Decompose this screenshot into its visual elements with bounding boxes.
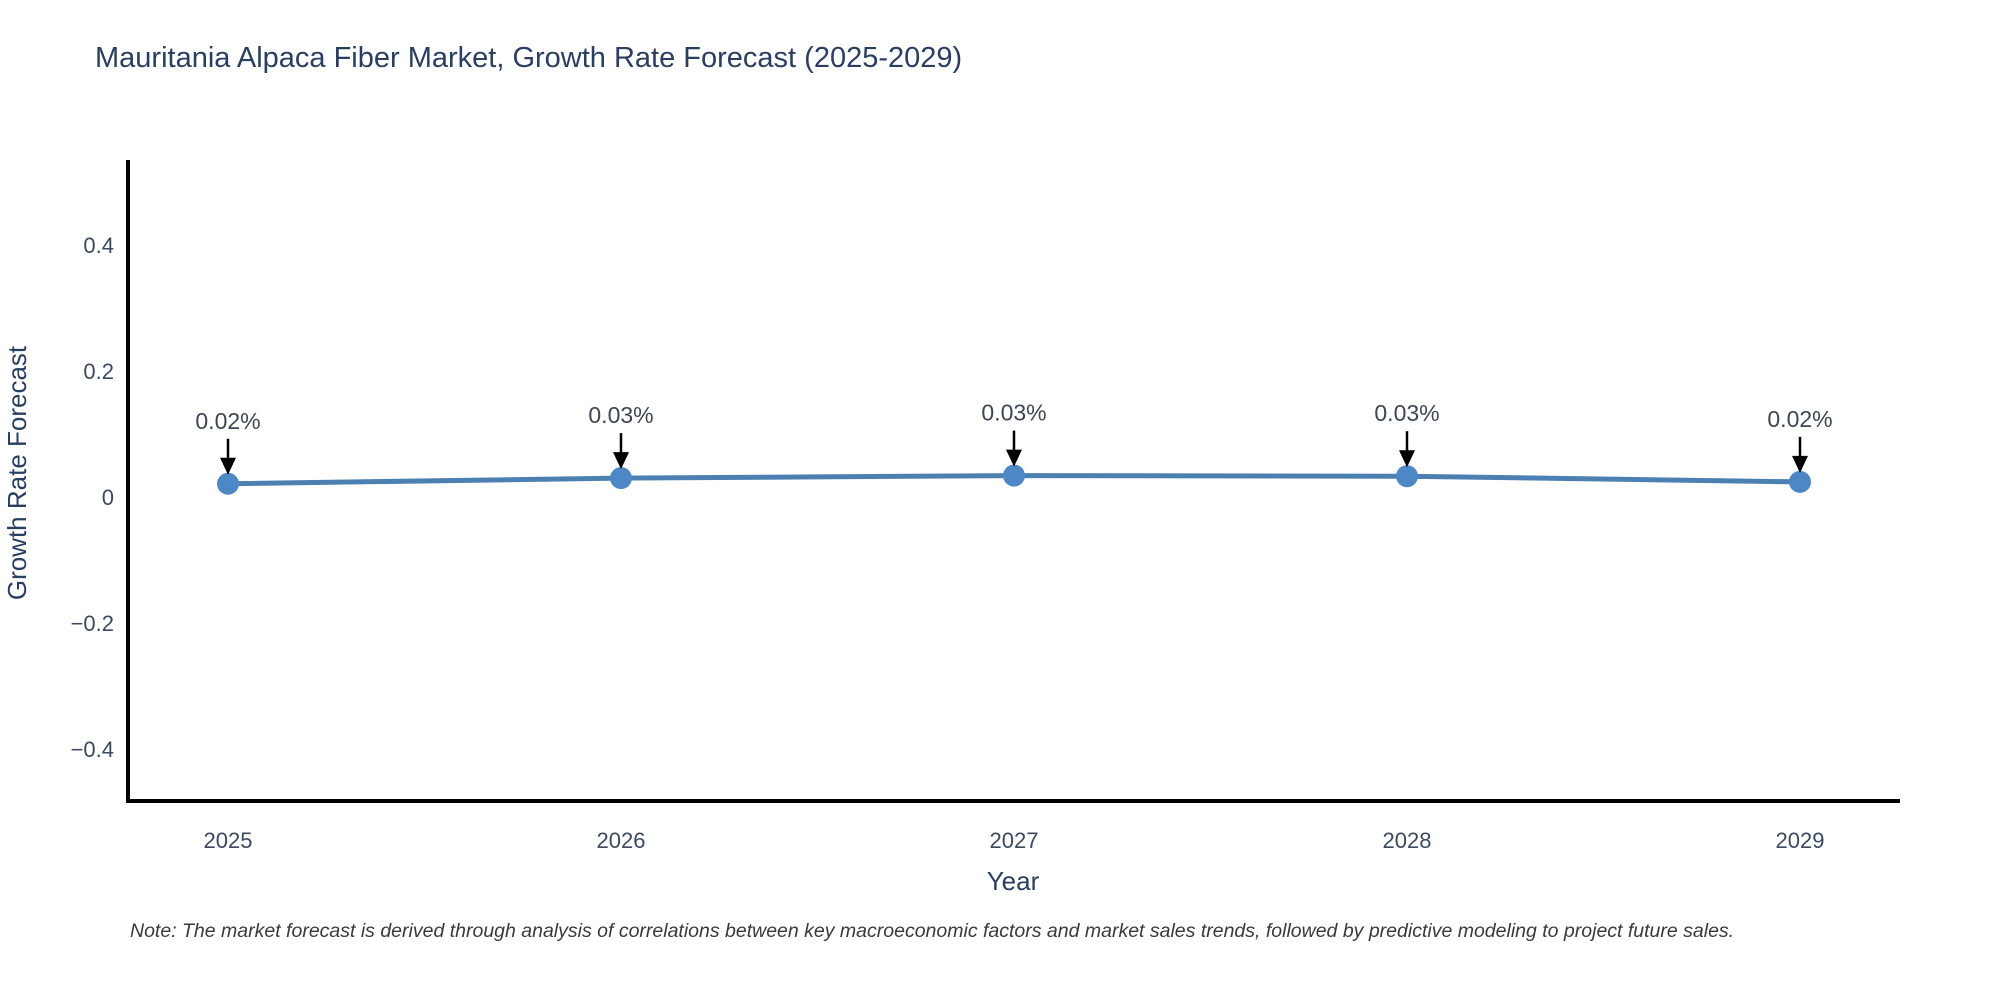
y-tick-label: 0 [102,485,114,510]
data-point-marker [1003,464,1025,487]
x-tick-label: 2028 [1383,828,1432,853]
data-point-marker [610,467,632,490]
y-tick-label: −0.2 [71,611,114,636]
chart-footnote: Note: The market forecast is derived thr… [130,920,1734,942]
data-point-label: 0.03% [588,402,653,428]
y-tick-label: −0.4 [71,737,114,762]
data-point-label: 0.03% [981,400,1046,426]
x-tick-label: 2025 [204,828,253,853]
data-point-marker [217,472,239,495]
annotation-arrow-head [1399,450,1415,468]
annotation-arrow-head [220,457,236,475]
data-point-marker [1396,465,1418,488]
y-axis-title: Growth Rate Forecast [2,345,32,600]
forecast-line-series [217,464,1811,495]
x-axis-title: Year [987,866,1040,896]
x-tick-label: 2029 [1776,828,1825,853]
chart-title: Mauritania Alpaca Fiber Market, Growth R… [95,42,962,74]
y-tick-label: 0.4 [83,233,114,258]
x-tick-label: 2027 [990,828,1039,853]
data-point-label: 0.02% [1767,406,1832,432]
y-tick-label: 0.2 [83,359,114,384]
annotation-arrow-head [1792,455,1808,473]
annotation-arrow-head [613,452,629,470]
x-tick-label: 2026 [597,828,646,853]
x-tick-labels: 2025 2026 2027 2028 2029 [204,828,1825,853]
point-annotations: 0.02% 0.03% 0.03% 0.03% 0.02% [195,400,1833,475]
data-point-label: 0.03% [1374,400,1439,426]
data-point-label: 0.02% [195,408,260,434]
annotation-arrow-head [1006,449,1022,467]
y-tick-labels: −0.4 −0.2 0 0.2 0.4 [71,233,114,762]
data-point-marker [1789,470,1811,493]
